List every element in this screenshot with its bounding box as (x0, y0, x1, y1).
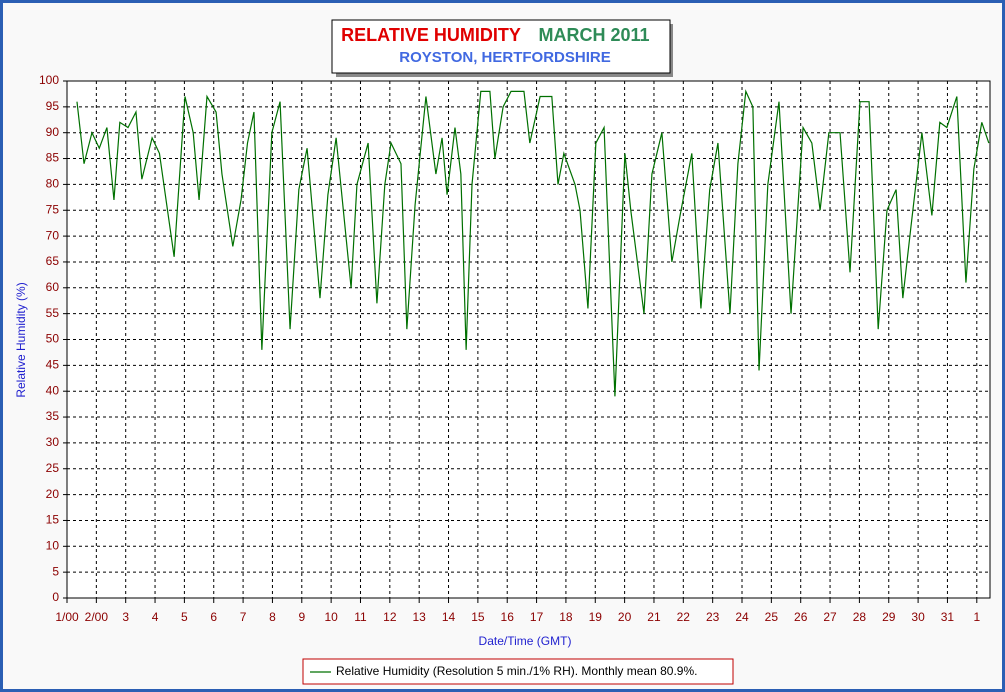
y-tick-label: 5 (52, 564, 59, 578)
y-tick-label: 15 (46, 513, 60, 527)
legend-box (302, 658, 734, 685)
x-tick-label: 1/00 (55, 610, 79, 624)
x-tick-label: 3 (122, 610, 129, 624)
y-tick-label: 0 (52, 590, 59, 604)
legend-label: Relative Humidity (Resolution 5 min./1% … (336, 664, 697, 678)
y-tick-label: 60 (46, 280, 60, 294)
x-tick-label: 27 (823, 610, 837, 624)
x-tick-label: 15 (471, 610, 485, 624)
x-axis-label: Date/Time (GMT) (479, 634, 572, 648)
chart-title: RELATIVE HUMIDITY (341, 25, 521, 45)
y-tick-label: 80 (46, 177, 60, 191)
x-tick-label: 16 (501, 610, 515, 624)
x-tick-label: 8 (269, 610, 276, 624)
y-tick-label: 40 (46, 383, 60, 397)
x-tick-label: 24 (735, 610, 749, 624)
x-tick-label: 20 (618, 610, 632, 624)
y-tick-label: 75 (46, 202, 60, 216)
x-tick-label: 9 (298, 610, 305, 624)
x-tick-label: 7 (240, 610, 247, 624)
x-tick-label: 4 (152, 610, 159, 624)
title-box (331, 19, 671, 74)
y-tick-label: 50 (46, 332, 60, 346)
data-line (76, 89, 990, 397)
y-tick-label: 25 (46, 461, 60, 475)
y-tick-label: 90 (46, 125, 60, 139)
x-tick-label: 10 (324, 610, 338, 624)
x-tick-label: 18 (559, 610, 573, 624)
x-tick-label: 21 (647, 610, 661, 624)
y-tick-label: 30 (46, 435, 60, 449)
y-tick-label: 45 (46, 358, 60, 372)
y-tick-label: 65 (46, 254, 60, 268)
x-tick-label: 30 (911, 610, 925, 624)
y-tick-label: 70 (46, 228, 60, 242)
x-tick-label: 6 (210, 610, 217, 624)
plot-border (66, 80, 991, 599)
x-tick-label: 13 (412, 610, 426, 624)
x-tick-label: 5 (181, 610, 188, 624)
x-tick-label: 2/00 (85, 610, 109, 624)
x-tick-label: 12 (383, 610, 397, 624)
x-tick-label: 28 (853, 610, 867, 624)
x-tick-label: 23 (706, 610, 720, 624)
y-tick-label: 35 (46, 409, 60, 423)
x-tick-label: 19 (589, 610, 603, 624)
chart-title-date: MARCH 2011 (538, 25, 649, 45)
x-tick-label: 25 (765, 610, 779, 624)
y-tick-label: 55 (46, 306, 60, 320)
y-axis-label: Relative Humidity (%) (14, 282, 28, 397)
x-tick-label: 29 (882, 610, 896, 624)
x-tick-label: 14 (442, 610, 456, 624)
y-tick-label: 10 (46, 538, 60, 552)
y-tick-label: 20 (46, 487, 60, 501)
y-tick-label: 100 (39, 73, 59, 87)
x-tick-label: 22 (677, 610, 691, 624)
x-tick-label: 17 (530, 610, 544, 624)
y-tick-label: 95 (46, 99, 60, 113)
x-tick-label: 1 (973, 610, 980, 624)
y-tick-label: 85 (46, 151, 60, 165)
x-tick-label: 26 (794, 610, 808, 624)
x-tick-label: 31 (941, 610, 955, 624)
chart-subtitle: ROYSTON, HERTFORDSHIRE (399, 49, 610, 66)
x-tick-label: 11 (354, 610, 367, 624)
